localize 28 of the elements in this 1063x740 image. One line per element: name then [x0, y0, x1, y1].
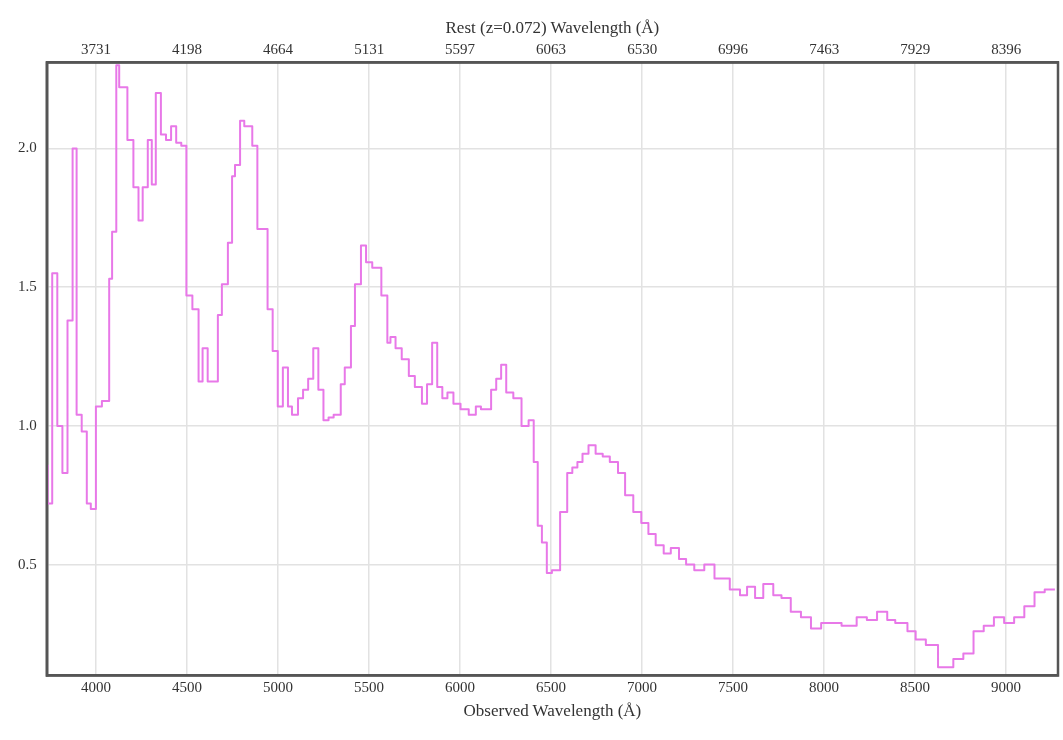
x-tick-label: 7500: [718, 678, 749, 695]
x-tick-label: 6000: [444, 678, 475, 695]
x-tick-label: 5000: [262, 678, 293, 695]
x2-tick-label: 7463: [809, 41, 840, 58]
x2-tick-label: 5597: [445, 41, 476, 58]
x-tick-label: 8500: [900, 678, 931, 695]
x-tick-label: 4000: [80, 678, 111, 695]
y-tick-label: 0.5: [18, 555, 37, 572]
x2-tick-label: 6530: [627, 41, 658, 58]
x2-tick-label: 3731: [80, 41, 111, 58]
y-tick-label: 2.0: [18, 139, 37, 156]
x2-tick-label: 5131: [354, 41, 385, 58]
x-tick-label: 9000: [991, 678, 1022, 695]
x-tick-label: 5500: [353, 678, 384, 695]
x2-tick-label: 6996: [718, 41, 749, 58]
x2-tick-label: 7929: [900, 41, 931, 58]
y-tick-label: 1.0: [18, 416, 37, 433]
x-tick-label: 8000: [809, 678, 840, 695]
y-tick-label: 1.5: [18, 278, 37, 295]
x2-tick-label: 8396: [991, 41, 1022, 58]
x-tick-label: 7000: [627, 678, 658, 695]
x2-tick-label: 4664: [263, 41, 294, 58]
x2-tick-label: 4198: [172, 41, 203, 58]
x2-tick-label: 6063: [536, 41, 567, 58]
x-tick-label: 6500: [536, 678, 567, 695]
x-axis-title: Observed Wavelength (Å): [463, 701, 642, 721]
x2-axis-title: Rest (z=0.072) Wavelength (Å): [445, 17, 660, 37]
x-tick-label: 4500: [171, 678, 202, 695]
